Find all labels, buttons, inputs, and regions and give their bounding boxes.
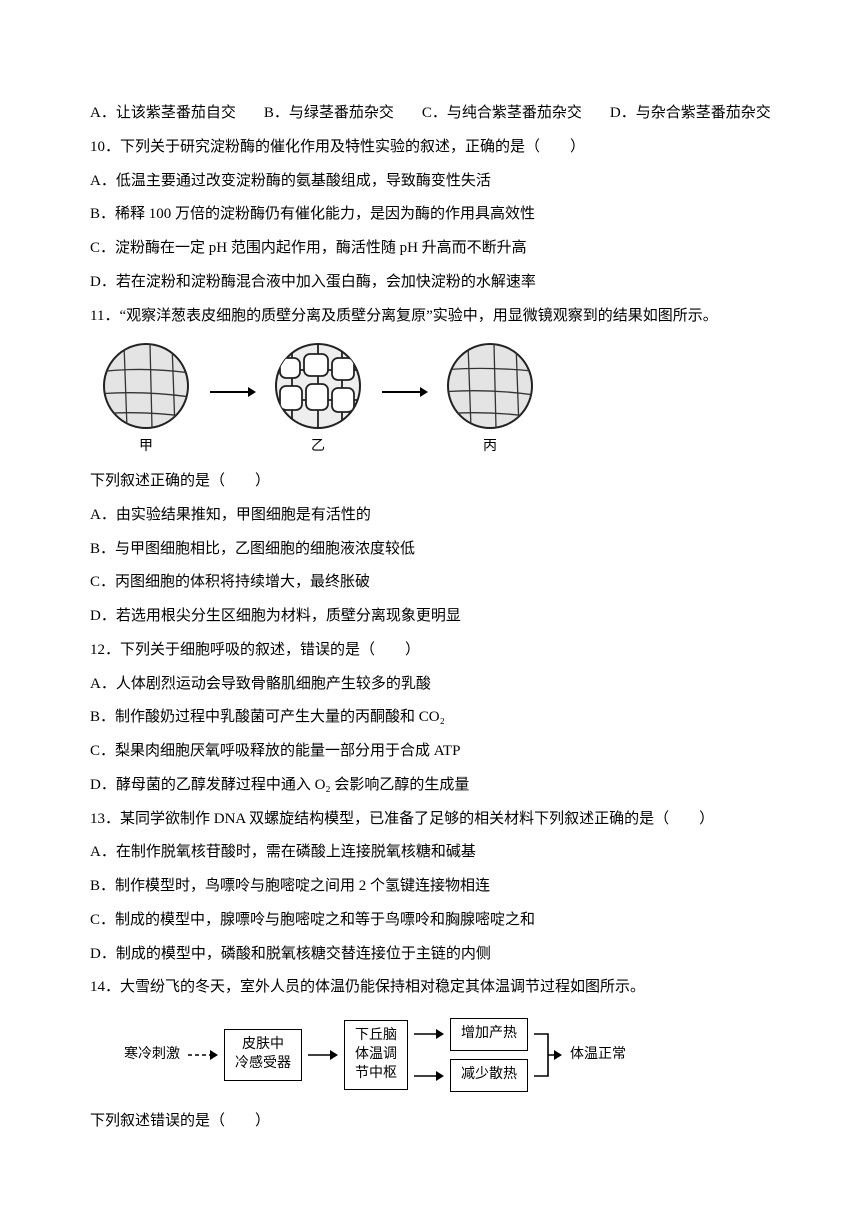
cell-circle-yi <box>274 342 362 430</box>
q11-sub: 下列叙述正确的是（ ） <box>90 468 770 496</box>
fc-receptor: 皮肤中 冷感受器 <box>224 1029 302 1081</box>
q11-stem: 11．“观察洋葱表皮细胞的质壁分离及质壁分离复原”实验中，用显微镜观察到的结果如… <box>90 303 770 331</box>
q9-option-c: C．与纯合紫茎番茄杂交 <box>422 100 582 128</box>
q12-stem: 12．下列关于细胞呼吸的叙述，错误的是（ ） <box>90 637 770 665</box>
q10-option-c: C．淀粉酶在一定 pH 范围内起作用，酶活性随 pH 升高而不断升高 <box>90 235 770 263</box>
q12-option-a: A．人体剧烈运动会导致骨骼肌细胞产生较多的乳酸 <box>90 671 770 699</box>
cell-label-yi: 乙 <box>311 434 325 460</box>
cell-yi: 乙 <box>274 342 362 460</box>
cell-circle-jia <box>102 342 190 430</box>
cell-bing: 丙 <box>446 342 534 460</box>
q13-option-d: D．制成的模型中，磷酸和脱氧核糖交替连接位于主链的内侧 <box>90 941 770 969</box>
q13-option-b: B．制作模型时，鸟嘌呤与胞嘧啶之间用 2 个氢键连接物相连 <box>90 873 770 901</box>
q11-option-b: B．与甲图细胞相比，乙图细胞的细胞液浓度较低 <box>90 536 770 564</box>
cell-jia: 甲 <box>102 342 190 460</box>
dashed-arrow-icon <box>188 1047 218 1063</box>
merge-arrow-icon <box>534 1016 562 1094</box>
q12-option-c: C．梨果肉细胞厌氧呼吸释放的能量一部分用于合成 ATP <box>90 738 770 766</box>
fc-heat-inc: 增加产热 <box>450 1018 528 1051</box>
q13-stem: 13．某同学欲制作 DNA 双螺旋结构模型，已准备了足够的相关材料下列叙述正确的… <box>90 806 770 834</box>
fc-result: 体温正常 <box>568 1042 628 1068</box>
fc-stimulus: 寒冷刺激 <box>122 1042 182 1068</box>
q14-stem: 14．大雪纷飞的冬天，室外人员的体温仍能保持相对稳定其体温调节过程如图所示。 <box>90 974 770 1002</box>
cell-circle-bing <box>446 342 534 430</box>
q10-stem: 10．下列关于研究淀粉酶的催化作用及特性实验的叙述，正确的是（ ） <box>90 134 770 162</box>
q9-option-a: A．让该紫茎番茄自交 <box>90 100 236 128</box>
q9-options: A．让该紫茎番茄自交 B．与绿茎番茄杂交 C．与纯合紫茎番茄杂交 D．与杂合紫茎… <box>90 100 770 128</box>
q9-option-d: D．与杂合紫茎番茄杂交 <box>610 100 771 128</box>
q13-option-a: A．在制作脱氧核苷酸时，需在磷酸上连接脱氧核糖和碱基 <box>90 839 770 867</box>
q13-option-c: C．制成的模型中，腺嘌呤与胞嘧啶之和等于鸟嘌呤和胸腺嘧啶之和 <box>90 907 770 935</box>
q11-option-d: D．若选用根尖分生区细胞为材料，质壁分离现象更明显 <box>90 603 770 631</box>
q9-option-b: B．与绿茎番茄杂交 <box>264 100 394 128</box>
q10-option-b: B．稀释 100 万倍的淀粉酶仍有催化能力，是因为酶的作用具高效性 <box>90 201 770 229</box>
q11-figure: 甲 乙 <box>102 342 770 460</box>
q10-option-a: A．低温主要通过改变淀粉酶的氨基酸组成，导致酶变性失活 <box>90 168 770 196</box>
q11-option-c: C．丙图细胞的体积将持续增大，最终胀破 <box>90 569 770 597</box>
q14-flowchart: 寒冷刺激 皮肤中 冷感受器 下丘脑 体温调 节中枢 增加产热 减少散热 体温正常 <box>122 1016 770 1094</box>
cell-label-jia: 甲 <box>139 434 153 460</box>
q11-option-a: A．由实验结果推知，甲图细胞是有活性的 <box>90 502 770 530</box>
q10-option-d: D．若在淀粉和淀粉酶混合液中加入蛋白酶，会加快淀粉的水解速率 <box>90 269 770 297</box>
q12-option-d: D．酵母菌的乙醇发酵过程中通入 O₂ 会影响乙醇的生成量 <box>90 772 770 800</box>
split-arrow-icon <box>414 1016 444 1094</box>
fc-effects: 增加产热 减少散热 <box>450 1018 528 1092</box>
arrow-icon <box>380 382 428 402</box>
q12-option-b: B．制作酸奶过程中乳酸菌可产生大量的丙酮酸和 CO₂ <box>90 704 770 732</box>
arrow-icon <box>308 1047 338 1063</box>
fc-center: 下丘脑 体温调 节中枢 <box>344 1020 408 1091</box>
cell-label-bing: 丙 <box>483 434 497 460</box>
q14-sub: 下列叙述错误的是（ ） <box>90 1108 770 1136</box>
fc-heat-dec: 减少散热 <box>450 1059 528 1092</box>
arrow-icon <box>208 382 256 402</box>
